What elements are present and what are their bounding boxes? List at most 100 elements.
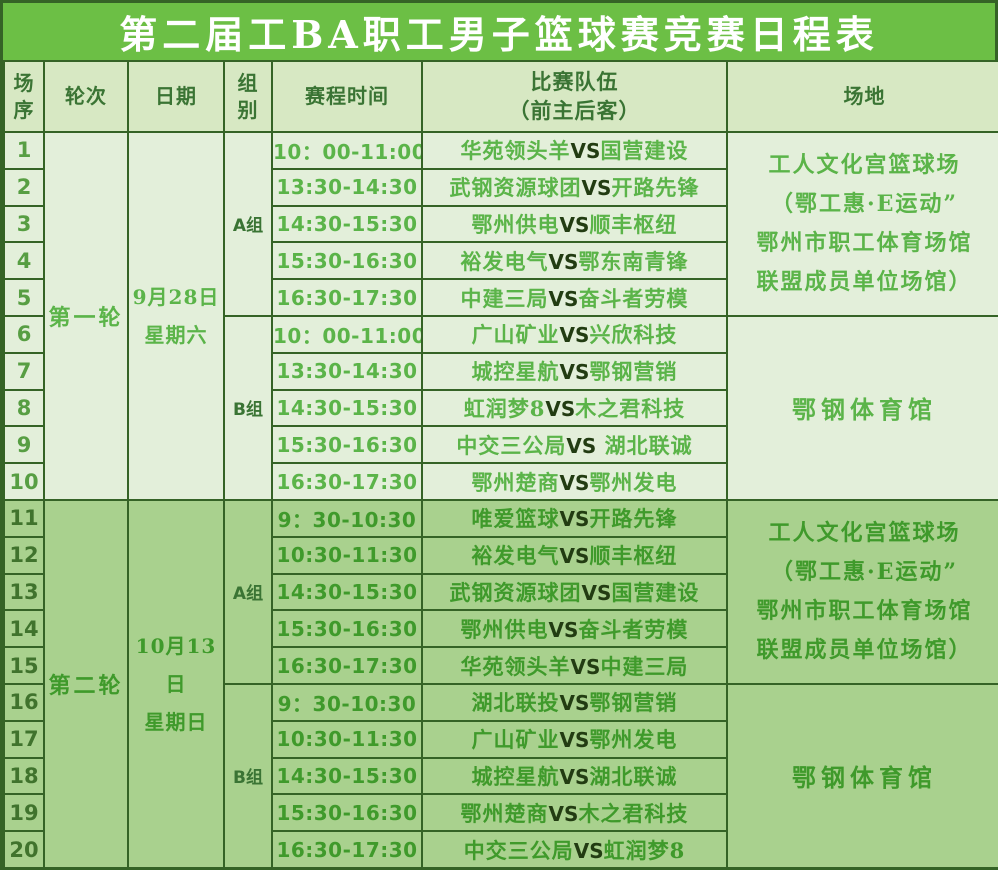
vs-label: VS bbox=[581, 176, 612, 201]
table-row: 18 14:30-15:30 城控星航VS湖北联诚 bbox=[3, 756, 998, 796]
teams-cell: 中交三公局VS虹润梦8 bbox=[421, 830, 728, 869]
table-row: 12 10:30-11:30 裕发电气VS顺丰枢纽 bbox=[3, 535, 998, 575]
match-number-cell: 19 bbox=[3, 793, 45, 833]
date-cell: 9月28日 星期六 bbox=[127, 131, 225, 501]
table-row: 5 16:30-17:30 中建三局VS奋斗者劳模 bbox=[3, 278, 998, 317]
away-team: 顺丰枢纽 bbox=[589, 211, 678, 237]
match-number-cell: 16 bbox=[3, 682, 45, 722]
away-team: 兴欣科技 bbox=[589, 322, 678, 348]
home-team: 鄂州供电 bbox=[460, 616, 549, 642]
teams-cell: 裕发电气VS鄂东南青锋 bbox=[421, 241, 728, 281]
time-cell: 16:30-17:30 bbox=[271, 462, 423, 501]
time-cell: 9：30-10:30 bbox=[271, 498, 423, 538]
away-team: 国营建设 bbox=[600, 138, 689, 164]
vs-label: VS bbox=[559, 360, 590, 385]
group-cell: A组 bbox=[223, 131, 273, 317]
vs-label: VS bbox=[559, 507, 590, 532]
home-team: 华苑领头羊 bbox=[460, 653, 571, 679]
vs-label: VS bbox=[548, 249, 579, 274]
match-number-cell: 2 bbox=[3, 167, 45, 207]
vs-label: VS bbox=[559, 728, 590, 753]
time-cell: 13:30-14:30 bbox=[271, 167, 423, 207]
teams-cell: 城控星航VS鄂钢营销 bbox=[421, 351, 728, 391]
away-team: 鄂钢营销 bbox=[589, 690, 678, 716]
header-cell-round: 轮次 bbox=[43, 60, 129, 133]
home-team: 裕发电气 bbox=[471, 543, 560, 569]
table-row: 19 15:30-16:30 鄂州楚商VS木之君科技 bbox=[3, 793, 998, 833]
home-team: 华苑领头羊 bbox=[460, 138, 571, 164]
home-team: 武钢资源球团 bbox=[449, 579, 582, 605]
header-cell-time: 赛程时间 bbox=[271, 60, 423, 133]
table-row: 16 B组 9：30-10:30 湖北联投VS鄂钢营销 鄂钢体育馆 bbox=[3, 682, 998, 869]
table-row: 4 15:30-16:30 裕发电气VS鄂东南青锋 bbox=[3, 241, 998, 281]
teams-cell: 广山矿业VS兴欣科技 bbox=[421, 314, 728, 354]
date-cell: 10月13日 星期日 bbox=[127, 498, 225, 869]
teams-cell: 裕发电气VS顺丰枢纽 bbox=[421, 535, 728, 575]
teams-cell: 虹润梦8VS木之君科技 bbox=[421, 388, 728, 428]
teams-cell: 华苑领头羊VS国营建设 bbox=[421, 131, 728, 170]
teams-cell: 中建三局VS奋斗者劳模 bbox=[421, 278, 728, 317]
venue-cell: 工人文化宫篮球场 （鄂工惠·E运动” 鄂州市职工体育场馆 联盟成员单位场馆） bbox=[726, 498, 998, 685]
time-cell: 10:30-11:30 bbox=[271, 719, 423, 759]
match-number-cell: 15 bbox=[3, 646, 45, 685]
vs-label: VS bbox=[570, 139, 601, 164]
table-row: 17 10:30-11:30 广山矿业VS鄂州发电 bbox=[3, 719, 998, 759]
table-row: 11 第二轮 10月13日 星期日 A组 9：30-10:30 唯爱篮球VS开路… bbox=[3, 498, 998, 869]
match-number-cell: 8 bbox=[3, 388, 45, 428]
time-cell: 16:30-17:30 bbox=[271, 646, 423, 685]
match-number-cell: 1 bbox=[3, 131, 45, 170]
time-cell: 14:30-15:30 bbox=[271, 204, 423, 244]
match-number-cell: 3 bbox=[3, 204, 45, 244]
table-row: 13 14:30-15:30 武钢资源球团VS国营建设 bbox=[3, 572, 998, 612]
away-team: 木之君科技 bbox=[575, 395, 686, 421]
time-cell: 14:30-15:30 bbox=[271, 388, 423, 428]
time-cell: 14:30-15:30 bbox=[271, 756, 423, 796]
away-team: 虹润梦8 bbox=[603, 837, 686, 863]
home-team: 广山矿业 bbox=[471, 322, 560, 348]
group-cell: A组 bbox=[223, 498, 273, 685]
vs-label: VS bbox=[559, 691, 590, 716]
home-team: 武钢资源球团 bbox=[449, 175, 582, 201]
round-cell: 第一轮 bbox=[43, 131, 129, 501]
time-cell: 10：00-11:00 bbox=[271, 314, 423, 354]
time-cell: 15:30-16:30 bbox=[271, 425, 423, 465]
page-title: 第二届工BA职工男子篮球赛竞赛日程表 bbox=[3, 3, 995, 60]
vs-label: VS bbox=[559, 323, 590, 348]
vs-label: VS bbox=[548, 286, 579, 311]
vs-label: VS bbox=[559, 212, 590, 237]
teams-cell: 唯爱篮球VS开路先锋 bbox=[421, 498, 728, 538]
vs-label: VS bbox=[581, 580, 612, 605]
time-cell: 10:30-11:30 bbox=[271, 535, 423, 575]
header-cell-match-no: 场 序 bbox=[3, 60, 45, 133]
table-row: 9 15:30-16:30 中交三公局VS 湖北联诚 bbox=[3, 425, 998, 465]
teams-cell: 鄂州供电VS顺丰枢纽 bbox=[421, 204, 728, 244]
home-team: 湖北联投 bbox=[471, 690, 560, 716]
venue-cell: 工人文化宫篮球场 （鄂工惠·E运动” 鄂州市职工体育场馆 联盟成员单位场馆） bbox=[726, 131, 998, 317]
teams-cell: 武钢资源球团VS国营建设 bbox=[421, 572, 728, 612]
table-row: 14 15:30-16:30 鄂州供电VS奋斗者劳模 bbox=[3, 609, 998, 649]
home-team: 中交三公局 bbox=[463, 837, 574, 863]
match-number-cell: 18 bbox=[3, 756, 45, 796]
group-cell: B组 bbox=[223, 682, 273, 869]
round-cell: 第二轮 bbox=[43, 498, 129, 869]
time-cell: 14:30-15:30 bbox=[271, 572, 423, 612]
teams-cell: 中交三公局VS 湖北联诚 bbox=[421, 425, 728, 465]
header-cell-date: 日期 bbox=[127, 60, 225, 133]
teams-cell: 武钢资源球团VS开路先锋 bbox=[421, 167, 728, 207]
match-number-cell: 13 bbox=[3, 572, 45, 612]
teams-cell: 城控星航VS湖北联诚 bbox=[421, 756, 728, 796]
away-team: 鄂州发电 bbox=[589, 727, 678, 753]
home-team: 鄂州供电 bbox=[471, 211, 560, 237]
header-cell-venue: 场地 bbox=[726, 60, 998, 133]
group-cell: B组 bbox=[223, 314, 273, 501]
match-number-cell: 14 bbox=[3, 609, 45, 649]
table-row: 8 14:30-15:30 虹润梦8VS木之君科技 bbox=[3, 388, 998, 428]
time-cell: 15:30-16:30 bbox=[271, 241, 423, 281]
table-row: 1 第一轮 9月28日 星期六 A组 10：00-11:00 华苑领头羊VS国营… bbox=[3, 131, 998, 501]
table-row: 7 13:30-14:30 城控星航VS鄂钢营销 bbox=[3, 351, 998, 391]
time-cell: 13:30-14:30 bbox=[271, 351, 423, 391]
home-team: 城控星航 bbox=[471, 359, 560, 385]
teams-cell: 鄂州楚商VS鄂州发电 bbox=[421, 462, 728, 501]
match-number-cell: 5 bbox=[3, 278, 45, 317]
